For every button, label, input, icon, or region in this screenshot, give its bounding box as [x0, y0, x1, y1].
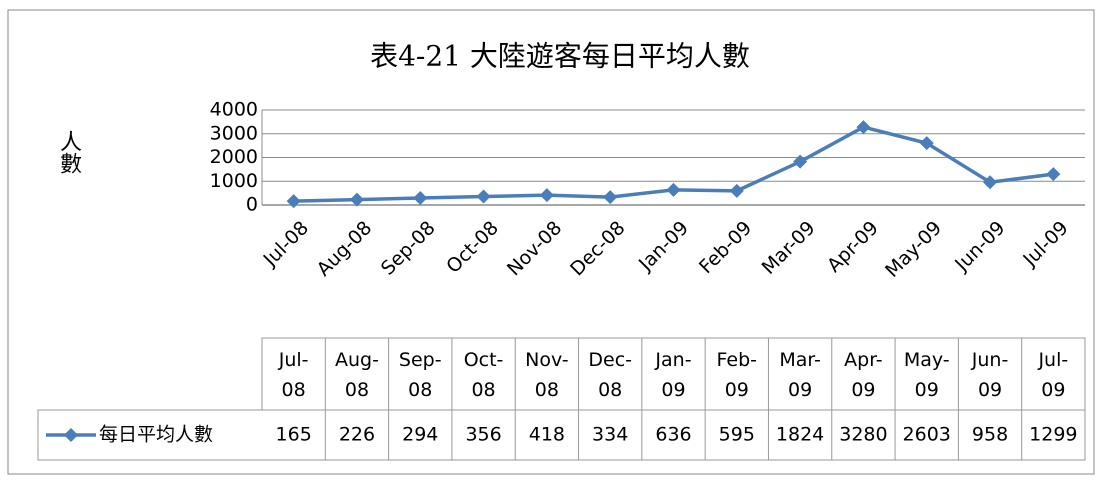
table-value: 418: [529, 424, 565, 446]
table-value: 294: [402, 424, 438, 446]
table-value: 595: [719, 424, 755, 446]
table-header: Mar-09: [779, 349, 821, 401]
y-axis-label: 人數: [56, 130, 82, 174]
chart-title: 表4-21 大陸遊客每日平均人數: [370, 40, 750, 73]
table-value: 165: [276, 424, 312, 446]
table-header: Sep-08: [399, 349, 442, 401]
table-header: Apr-09: [844, 349, 883, 401]
table-header: Nov-08: [525, 349, 568, 401]
y-tick-label: 2000: [210, 146, 258, 168]
data-point: [286, 194, 301, 209]
y-tick-label: 0: [246, 194, 258, 216]
data-point: [983, 175, 998, 190]
table-value: 636: [655, 424, 691, 446]
data-point: [793, 154, 808, 169]
data-point: [729, 183, 744, 198]
data-point: [413, 191, 428, 206]
table-row-frame: [37, 409, 1086, 461]
data-point: [349, 192, 364, 207]
legend-marker: [64, 428, 78, 442]
table-header: Jul-08: [278, 349, 309, 401]
data-point: [666, 182, 681, 197]
table-value: 1299: [1029, 424, 1077, 446]
legend-label: 每日平均人數: [99, 424, 213, 446]
data-point: [539, 188, 554, 203]
table-header: Jan-09: [654, 349, 691, 401]
table-header: Oct-08: [464, 349, 504, 401]
table-value: 334: [592, 424, 628, 446]
table-header: Dec-08: [588, 349, 632, 401]
chart-frame: [7, 9, 1095, 475]
table-value: 958: [972, 424, 1008, 446]
data-point: [476, 189, 491, 204]
table-header: May-09: [904, 349, 950, 401]
table-header: Aug-08: [335, 349, 379, 401]
table-value: 356: [465, 424, 501, 446]
data-point: [919, 136, 934, 151]
table-value: 2603: [903, 424, 951, 446]
data-point: [1046, 167, 1061, 182]
table-value: 226: [339, 424, 375, 446]
data-point: [603, 190, 618, 205]
y-tick-label: 3000: [210, 122, 258, 144]
table-header: Jul-09: [1037, 349, 1068, 401]
table-header: Jun-09: [971, 349, 1009, 401]
data-point: [856, 120, 871, 135]
table-value: 3280: [839, 424, 887, 446]
table-header: Feb-09: [717, 349, 758, 401]
table-value: 1824: [776, 424, 824, 446]
y-tick-label: 1000: [210, 170, 258, 192]
y-tick-label: 4000: [210, 99, 258, 121]
